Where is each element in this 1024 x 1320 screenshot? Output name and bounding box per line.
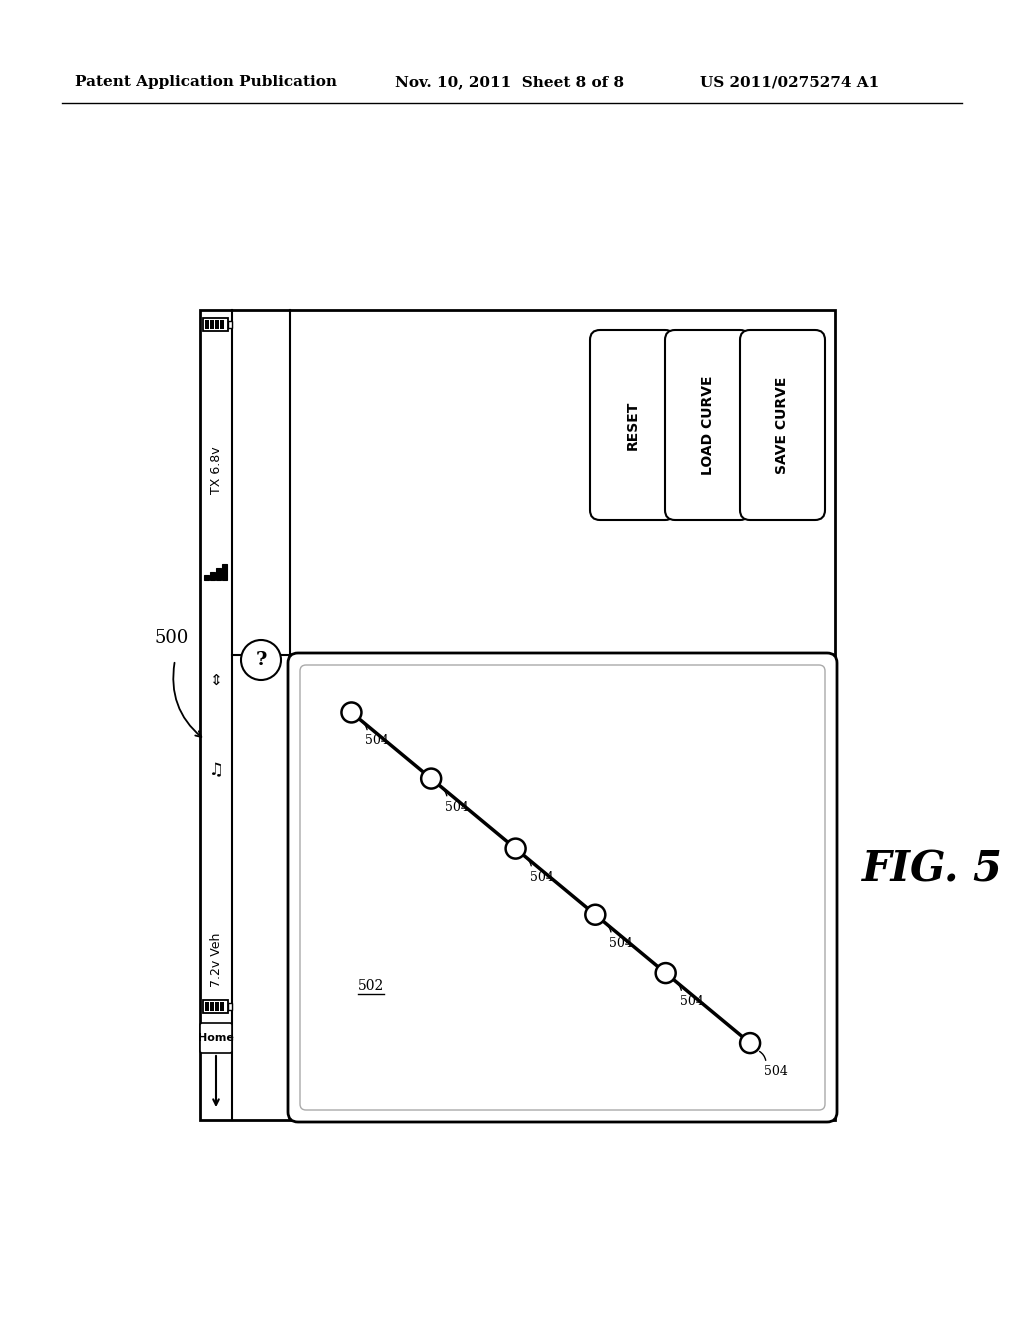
Bar xyxy=(216,568,221,579)
Bar xyxy=(228,1003,232,1010)
Text: Nov. 10, 2011  Sheet 8 of 8: Nov. 10, 2011 Sheet 8 of 8 xyxy=(395,75,624,88)
Circle shape xyxy=(341,702,361,722)
Bar xyxy=(220,1002,224,1011)
Text: 500: 500 xyxy=(155,630,189,647)
Text: Patent Application Publication: Patent Application Publication xyxy=(75,75,337,88)
Circle shape xyxy=(586,904,605,925)
Text: 504: 504 xyxy=(529,871,554,883)
Circle shape xyxy=(655,964,676,983)
FancyBboxPatch shape xyxy=(300,665,825,1110)
Text: 504: 504 xyxy=(680,995,703,1008)
Text: ⇕: ⇕ xyxy=(210,672,222,688)
Text: Home: Home xyxy=(198,1034,233,1043)
FancyBboxPatch shape xyxy=(288,653,837,1122)
Bar xyxy=(210,319,214,329)
Bar xyxy=(215,319,219,329)
Text: ?: ? xyxy=(255,651,266,669)
Bar xyxy=(220,319,224,329)
Bar xyxy=(222,564,227,579)
Bar xyxy=(215,1002,219,1011)
Text: 504: 504 xyxy=(609,937,633,949)
FancyBboxPatch shape xyxy=(200,310,835,1119)
FancyBboxPatch shape xyxy=(200,1023,232,1053)
Bar xyxy=(203,318,228,331)
Text: ♫: ♫ xyxy=(209,762,223,779)
Bar xyxy=(204,576,209,579)
Text: LOAD CURVE: LOAD CURVE xyxy=(700,375,715,475)
FancyBboxPatch shape xyxy=(665,330,750,520)
Bar xyxy=(205,1002,209,1011)
Text: 502: 502 xyxy=(358,979,384,993)
Text: 7.2v Veh: 7.2v Veh xyxy=(210,933,222,987)
Circle shape xyxy=(740,1034,760,1053)
Text: TX 6.8v: TX 6.8v xyxy=(210,446,222,494)
Text: US 2011/0275274 A1: US 2011/0275274 A1 xyxy=(700,75,880,88)
Bar xyxy=(205,319,209,329)
Bar xyxy=(203,1001,228,1012)
FancyBboxPatch shape xyxy=(740,330,825,520)
Text: 504: 504 xyxy=(445,800,469,813)
Text: 504: 504 xyxy=(366,734,389,747)
Circle shape xyxy=(506,838,525,858)
Bar xyxy=(228,321,232,327)
Text: SAVE CURVE: SAVE CURVE xyxy=(775,376,790,474)
Text: FIG. 5: FIG. 5 xyxy=(862,849,1002,891)
Bar xyxy=(210,572,215,579)
Text: 504: 504 xyxy=(764,1065,788,1078)
Bar xyxy=(210,1002,214,1011)
Text: RESET: RESET xyxy=(626,400,640,450)
FancyBboxPatch shape xyxy=(590,330,675,520)
Circle shape xyxy=(421,768,441,788)
Circle shape xyxy=(241,640,281,680)
